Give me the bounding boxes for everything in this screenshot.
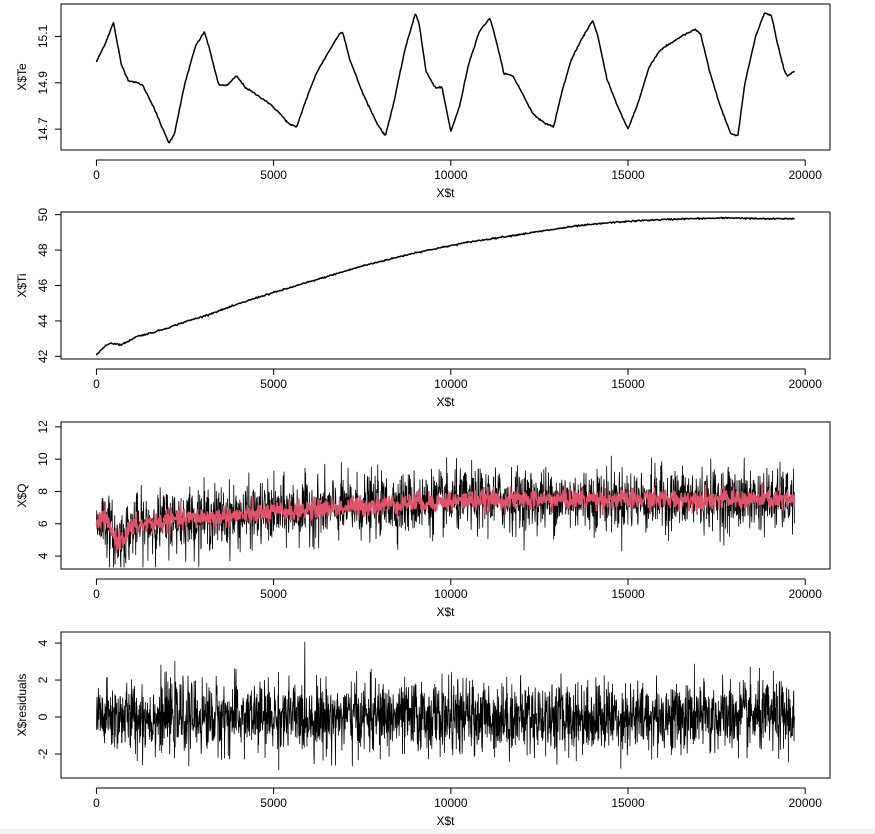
- series-1-1: [95, 12, 795, 144]
- y-tick-label: 12: [36, 420, 50, 434]
- x-tick-label: 20000: [789, 587, 823, 601]
- panel-2: 0 5000 10000 15000 20000 X$t 42 44 46 48 50 X$Ti: [15, 208, 831, 409]
- fitted-trace: [95, 482, 795, 553]
- series-4-1: [96, 641, 795, 771]
- y-tick-label: 4: [36, 552, 50, 559]
- observed-trace: [96, 455, 795, 568]
- y-tick-label: 44: [36, 314, 50, 328]
- x-tick-label: 5000: [260, 377, 287, 391]
- y-axis-label: X$Te: [15, 63, 29, 91]
- x-tick-label: 20000: [789, 377, 823, 391]
- x-tick-label: 15000: [611, 587, 645, 601]
- series-3-2: [95, 482, 795, 553]
- y-axis-label: X$Q: [15, 483, 29, 507]
- x-tick-label: 10000: [434, 796, 468, 810]
- series-2-1: [95, 216, 795, 356]
- window-bottom-edge: [0, 829, 875, 834]
- y-tick-label: 2: [36, 676, 50, 683]
- x-tick-label: 5000: [260, 796, 287, 810]
- x-axis-label: X$t: [436, 395, 455, 409]
- panel-4: 0 5000 10000 15000 20000 X$t -2 0 2 4 X$residuals: [15, 631, 831, 828]
- y-tick-label: 14.9: [36, 71, 50, 95]
- series-3-1: [96, 455, 795, 568]
- y-tick-label: 48: [36, 243, 50, 257]
- x-tick-label: 0: [93, 168, 100, 182]
- x-tick-label: 10000: [434, 377, 468, 391]
- x-tick-label: 0: [93, 377, 100, 391]
- x-axis-label: X$t: [436, 814, 455, 828]
- y-tick-label: 8: [36, 488, 50, 495]
- x-tick-label: 5000: [260, 168, 287, 182]
- y-axis-label: X$Ti: [15, 273, 29, 297]
- x-tick-label: 0: [93, 587, 100, 601]
- x-tick-label: 15000: [611, 796, 645, 810]
- y-tick-label: 4: [36, 639, 50, 646]
- y-tick-label: 42: [36, 349, 50, 363]
- x-tick-label: 20000: [789, 796, 823, 810]
- y-tick-label: -2: [36, 748, 50, 759]
- y-tick-label: 10: [36, 452, 50, 466]
- panel-1: 0 5000 10000 15000 20000 X$t 14.7 14.9 15.1 X$Te: [15, 3, 831, 200]
- x-tick-label: 20000: [789, 168, 823, 182]
- panel-3: 0 5000 10000 15000 20000 X$t 4 6 8 10 12 X$Q: [15, 420, 831, 619]
- x-axis-label: X$t: [436, 186, 455, 200]
- x-tick-label: 0: [93, 796, 100, 810]
- line-trace: [95, 12, 795, 144]
- y-tick-label: 15.1: [36, 24, 50, 48]
- x-tick-label: 15000: [611, 168, 645, 182]
- residuals-trace: [96, 641, 795, 771]
- y-tick-label: 0: [36, 713, 50, 720]
- x-tick-label: 15000: [611, 377, 645, 391]
- line-trace: [95, 216, 795, 356]
- x-tick-label: 10000: [434, 587, 468, 601]
- x-axis-label: X$t: [436, 605, 455, 619]
- plot-frame: [60, 211, 831, 360]
- y-axis-label: X$residuals: [15, 674, 29, 737]
- x-tick-label: 5000: [260, 587, 287, 601]
- y-tick-label: 46: [36, 279, 50, 293]
- y-tick-label: 50: [36, 208, 50, 222]
- y-tick-label: 6: [36, 520, 50, 527]
- x-tick-label: 10000: [434, 168, 468, 182]
- y-tick-label: 14.7: [36, 117, 50, 141]
